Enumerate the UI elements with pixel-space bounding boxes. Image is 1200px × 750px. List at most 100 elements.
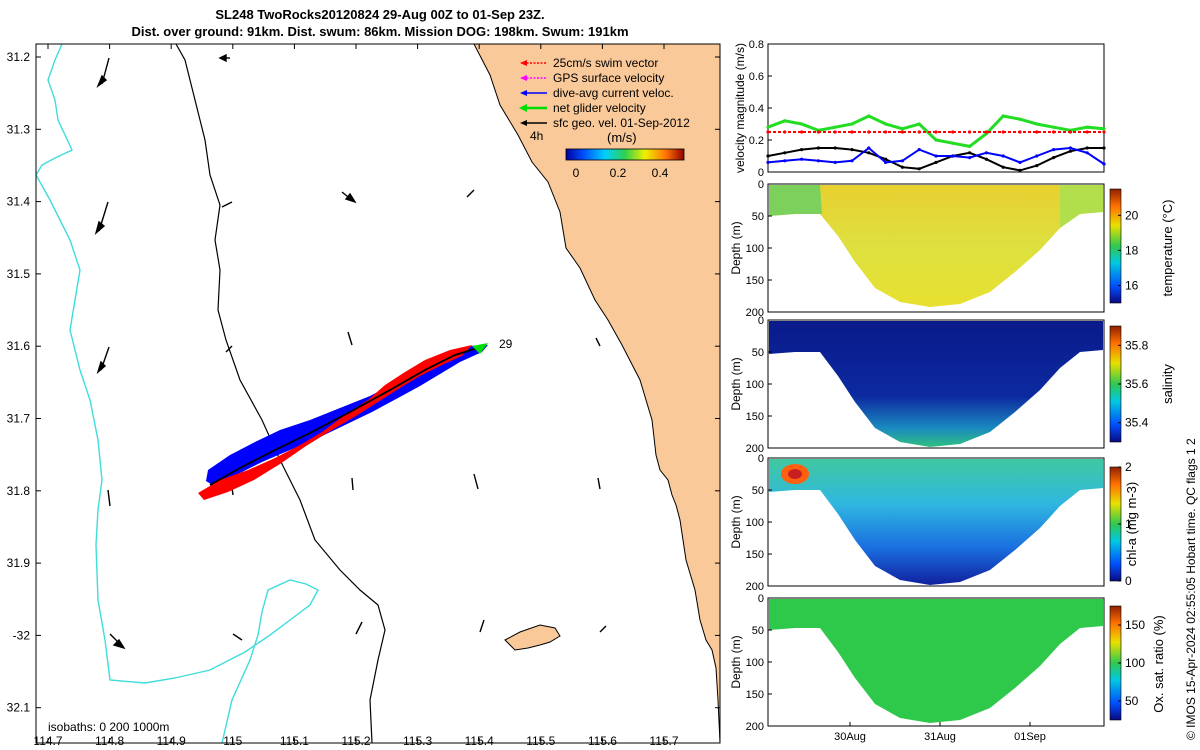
depth-ytick-label: 50 [752, 211, 764, 223]
temperature-shelf-layer [1060, 185, 1103, 228]
depth-ylabel: Depth (m) [729, 357, 743, 410]
velocity-point [1018, 160, 1022, 164]
geo-arrowhead [94, 220, 106, 236]
chla-max-core [788, 469, 802, 479]
velocity-point [850, 159, 854, 163]
velocity-point [917, 148, 921, 152]
velocity-point [1052, 125, 1056, 129]
figure-title: SL248 TwoRocks20120824 29-Aug 00Z to 01-… [0, 6, 760, 40]
geo-arrow [473, 473, 479, 490]
time-xtick-label: 01Sep [1014, 731, 1046, 743]
geo-arrow [597, 477, 601, 490]
velocity-point [1001, 114, 1005, 118]
geo-arrowhead [96, 360, 107, 375]
colorbar-tick-label: 35.8 [1125, 338, 1149, 352]
legend-arrowhead [520, 75, 527, 81]
depth-ytick-label: 200 [746, 443, 764, 455]
velocity-point [783, 119, 787, 123]
chla-cbar-label: chl-a (mg m-3) [1124, 482, 1139, 567]
velocity-axes: 0 0.2 0.4 0.6 0.8 [749, 39, 772, 179]
land-mass [473, 44, 720, 743]
velocity-point [800, 122, 804, 126]
geo-arrowhead [112, 638, 126, 650]
velocity-point [1001, 165, 1005, 169]
velocity-point [900, 165, 905, 169]
velocity-point [1102, 130, 1106, 134]
velocity-point [850, 122, 854, 126]
map-ytick-label: 31.2 [7, 50, 31, 64]
velocity-ytick-label: 0 [758, 167, 764, 179]
velocity-point [800, 157, 804, 161]
velocity-point [1001, 130, 1005, 134]
velocity-point [1052, 148, 1056, 152]
geo-arrowhead [96, 74, 108, 89]
velocity-ytick-label: 0.4 [749, 103, 764, 115]
velocity-point [783, 151, 787, 155]
velocity-point [800, 148, 804, 152]
velocity-point [833, 146, 837, 150]
velocity-point [884, 160, 888, 164]
colorbar-tick-label: 50 [1125, 694, 1139, 708]
colorbar-tick-label: 20 [1125, 208, 1139, 222]
map-ytick-label: -32 [13, 628, 31, 642]
velocity-point [900, 130, 905, 134]
geo-arrow [355, 621, 363, 635]
velocity-point [783, 130, 787, 134]
velocity-point [934, 160, 938, 164]
depth-ytick-label: 150 [746, 411, 764, 423]
map-xtick-label: 114.8 [95, 734, 124, 748]
depth-sections: temperature (°C) salinity chl-a (mg m-3)… [729, 179, 1175, 743]
velocity-point [1018, 130, 1022, 134]
velocity-point [1018, 168, 1022, 172]
oxygen-field [769, 599, 1103, 723]
velocity-point [984, 157, 989, 161]
map-xtick-label: 115.2 [341, 734, 370, 748]
title-line-1: SL248 TwoRocks20120824 29-Aug 00Z to 01-… [215, 7, 545, 22]
geo-arrow [232, 633, 243, 641]
velocity-point [850, 148, 854, 152]
geo-arrow [347, 331, 353, 346]
depth-ytick-label: 100 [746, 379, 764, 391]
velocity-point [1068, 149, 1072, 153]
map-ytick-label: 31.7 [7, 412, 31, 426]
velocity-point [917, 122, 921, 126]
legend-arrowhead [520, 90, 527, 96]
map-xtick-label: 115.1 [280, 734, 309, 748]
colorbar-tick-label: 150 [1125, 618, 1145, 632]
salinity-cbar-label: salinity [1160, 364, 1175, 404]
velocity-point [1102, 162, 1106, 166]
velocity-point [951, 141, 955, 145]
legend-label: net glider velocity [553, 101, 646, 115]
geo-arrow [479, 619, 485, 633]
map-xtick-label: 115 [223, 734, 242, 748]
velocity-ytick-label: 0.8 [749, 39, 764, 51]
geo-arrow [466, 189, 475, 198]
swim-vector-band [198, 345, 472, 500]
velocity-point [917, 130, 921, 134]
velocity-point [800, 130, 804, 134]
geo-arrow [351, 477, 354, 491]
depth-ytick-label: 50 [752, 485, 764, 497]
geo-arrowhead [344, 192, 357, 204]
geo-arrowhead [218, 53, 227, 63]
map-xtick-label: 114.9 [157, 734, 186, 748]
velocity-point [1052, 156, 1056, 160]
velocity-point [833, 125, 837, 129]
velocity-point [816, 146, 821, 150]
colorbar-tick-label: 16 [1125, 278, 1139, 292]
map-ytick-label: 31.8 [7, 484, 31, 498]
net-glider-track [209, 345, 485, 486]
legend-item-sfc-geo: sfc geo. vel. 01-Sep-2012 [520, 116, 690, 130]
velocity-point [1018, 117, 1022, 121]
depth-ytick-label: 0 [758, 593, 764, 605]
map-xtick-label: 115.5 [526, 734, 555, 748]
geo-arrow [599, 625, 607, 633]
velocity-point [1052, 130, 1056, 134]
velocity-point [850, 130, 854, 134]
velocity-point [984, 130, 989, 134]
velocity-point [884, 157, 888, 161]
legend-label: dive-avg current veloc. [553, 86, 674, 100]
velocity-magnitude-panel: 0 0.2 0.4 0.6 0.8 velocity magnitude (m/s) [733, 39, 1106, 179]
interval-label: 4h [530, 129, 543, 143]
